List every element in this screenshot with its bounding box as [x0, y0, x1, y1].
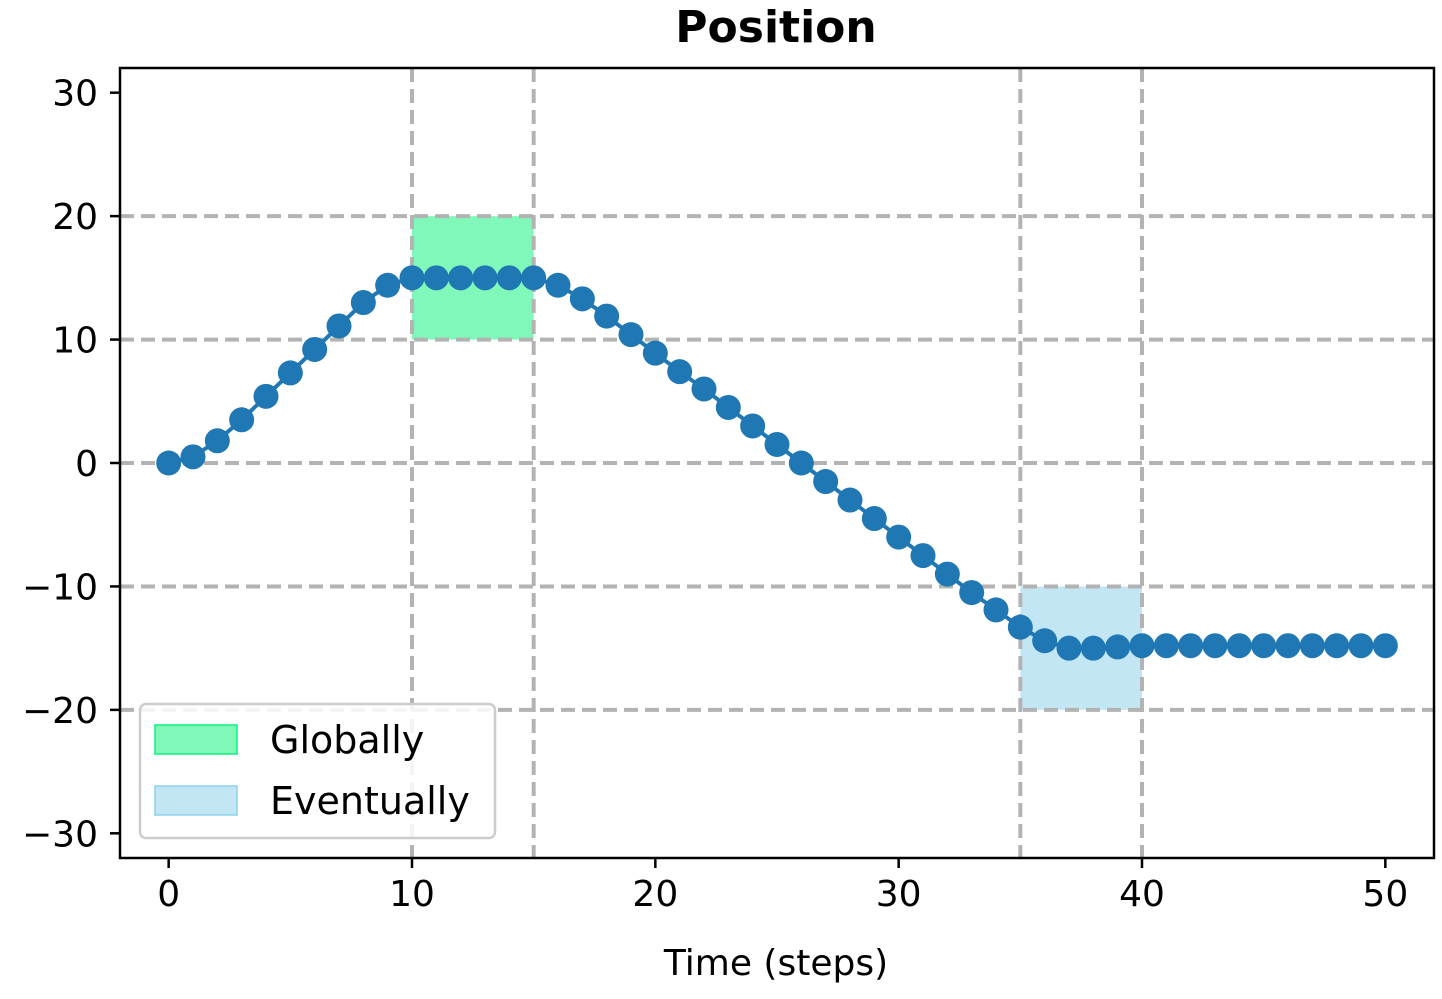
data-point: [1348, 633, 1374, 659]
data-point: [1324, 633, 1350, 659]
data-point: [448, 265, 474, 291]
data-point: [715, 394, 741, 420]
x-tick-label: 20: [632, 874, 678, 915]
data-point: [642, 340, 668, 366]
data-point: [1105, 634, 1131, 660]
legend: Globally Eventually: [138, 702, 497, 840]
data-point: [399, 265, 425, 291]
data-point: [740, 413, 766, 439]
data-point: [813, 469, 839, 495]
data-point: [764, 431, 790, 457]
data-point: [959, 580, 985, 606]
data-point: [1129, 633, 1155, 659]
data-point: [1056, 635, 1082, 661]
data-point: [861, 506, 887, 532]
data-point: [1372, 633, 1398, 659]
data-point: [594, 303, 620, 329]
data-point: [1299, 633, 1325, 659]
data-point: [521, 265, 547, 291]
x-tick-label: 50: [1362, 874, 1408, 915]
data-point: [496, 265, 522, 291]
data-point: [569, 286, 595, 312]
x-tick-label: 40: [1119, 874, 1165, 915]
data-point: [1178, 633, 1204, 659]
data-point: [837, 487, 863, 513]
data-point: [1275, 633, 1301, 659]
y-tick-label: 20: [52, 197, 98, 238]
data-point: [788, 450, 814, 476]
data-point: [1153, 633, 1179, 659]
data-point: [229, 407, 255, 433]
x-tick-label: 30: [876, 874, 922, 915]
data-point: [1007, 614, 1033, 640]
data-point: [423, 265, 449, 291]
legend-swatch-eventually: [154, 785, 238, 816]
x-tick-label: 0: [157, 874, 180, 915]
x-axis-label: Time (steps): [663, 943, 888, 984]
y-tick-label: −20: [22, 691, 98, 732]
data-point: [156, 450, 182, 476]
data-point: [180, 444, 206, 470]
data-point: [983, 597, 1009, 623]
data-point: [934, 561, 960, 587]
data-point: [1202, 633, 1228, 659]
data-point: [910, 543, 936, 569]
data-point: [253, 383, 279, 409]
chart-title: Position: [675, 2, 876, 53]
y-tick-label: 10: [52, 321, 98, 362]
data-point: [302, 336, 328, 362]
data-point: [350, 290, 376, 316]
data-point: [375, 272, 401, 298]
data-point: [545, 272, 571, 298]
data-point: [886, 524, 912, 550]
data-point: [667, 359, 693, 385]
y-tick-label: −10: [22, 567, 98, 608]
data-point: [1080, 635, 1106, 661]
x-tick-label: 10: [389, 874, 435, 915]
y-tick-label: 30: [52, 74, 98, 115]
y-tick-label: −30: [22, 814, 98, 855]
legend-label-eventually: Eventually: [270, 779, 470, 823]
data-point: [1251, 633, 1277, 659]
data-point: [472, 265, 498, 291]
data-point: [277, 360, 303, 386]
axes: 0 10 20 30 40 50 30 20 10 0 −10 −20 −30: [22, 66, 1436, 915]
data-point: [618, 322, 644, 348]
data-point: [691, 376, 717, 402]
data-point: [1226, 633, 1252, 659]
data-point: [1032, 628, 1058, 654]
legend-label-globally: Globally: [270, 718, 424, 762]
data-point: [204, 428, 230, 454]
legend-swatch-globally: [154, 724, 238, 755]
data-point: [326, 313, 352, 339]
y-tick-label: 0: [75, 444, 98, 485]
